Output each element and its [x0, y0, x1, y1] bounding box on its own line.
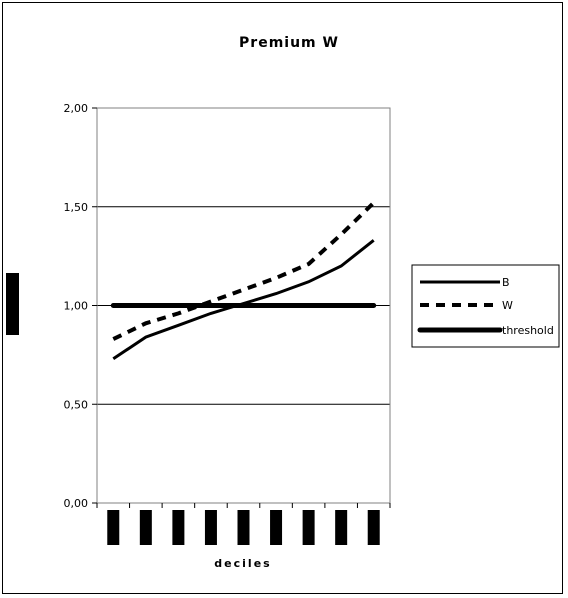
legend-label-threshold: threshold [502, 324, 554, 337]
x-tick-label-block [367, 510, 380, 545]
x-tick-label-block [335, 510, 348, 545]
x-tick-label-block [270, 510, 283, 545]
x-axis-ticks [96, 503, 391, 545]
y-tick-label: 1,00 [64, 300, 89, 313]
y-axis-ticks: 0,00 0,50 1,00 1,50 2,00 [64, 102, 97, 510]
x-tick-label-block [139, 510, 152, 545]
x-tick-label-block [204, 510, 217, 545]
series-group [110, 201, 377, 361]
series-line-W [112, 201, 376, 341]
y-tick-label: 0,50 [64, 398, 89, 411]
y-tick-label: 2,00 [64, 102, 89, 115]
legend-label-B: B [502, 276, 510, 289]
y-tick-label: 1,50 [64, 201, 89, 214]
y-tick-label: 0,00 [64, 497, 89, 510]
x-tick-label-block [172, 510, 185, 545]
y-axis-label-block [6, 273, 19, 335]
x-tick-label-block [302, 510, 315, 545]
x-tick-label-block [237, 510, 250, 545]
series-line-B [112, 239, 375, 361]
legend-label-W: W [502, 299, 513, 312]
x-axis-label: deciles [214, 557, 271, 570]
x-tick-label-block [107, 510, 120, 545]
chart-title: Premium W [239, 35, 339, 51]
